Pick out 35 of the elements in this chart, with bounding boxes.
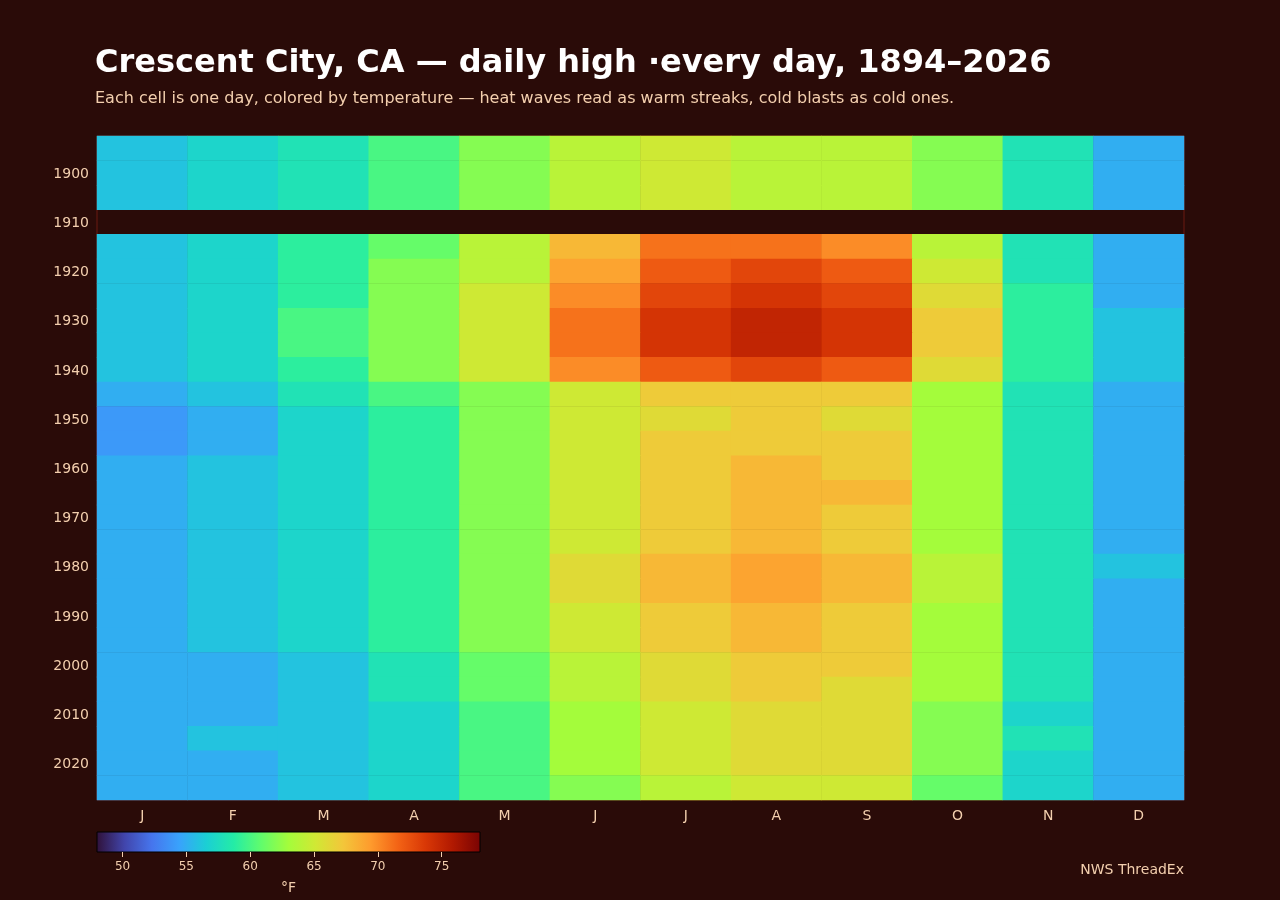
x-tick-label: S: [862, 807, 872, 823]
x-tick-label: D: [1133, 807, 1145, 823]
chart-title: Crescent City, CA — daily high ·every day, 1894–2026: [95, 42, 1052, 80]
x-tick-label: O: [952, 807, 964, 823]
y-tick-label: 2020: [53, 755, 89, 772]
color-bar-label: 65: [306, 859, 322, 873]
y-tick-label: 1930: [53, 312, 89, 329]
x-tick-label: F: [228, 807, 237, 823]
x-tick-label: J: [139, 807, 145, 823]
color-bar-label: 55: [178, 859, 195, 873]
y-tick-label: 1900: [53, 164, 89, 181]
y-tick-label: 1970: [53, 509, 89, 526]
y-tick-label: 2000: [53, 656, 89, 673]
y-tick-label: 1960: [53, 460, 89, 476]
color-bar-title: °F: [280, 879, 297, 895]
x-tick-label: J: [592, 807, 598, 823]
y-tick-label: 1940: [53, 361, 89, 378]
y-tick-label: 1950: [53, 410, 89, 427]
y-tick-label: 1920: [53, 263, 89, 280]
x-tick-label: A: [771, 807, 782, 823]
text: NWS ThreadEx: [1080, 861, 1184, 877]
x-tick-label: M: [498, 807, 511, 823]
y-tick-label: 1980: [53, 558, 89, 575]
y-tick-label: 2010: [53, 705, 89, 722]
x-tick-label: N: [1042, 807, 1054, 823]
chart-subtitle: Each cell is one day, colored by temperature — heat waves read as warm streaks, cold blasts as cold ones.: [95, 87, 955, 107]
y-tick-label: 1990: [53, 607, 89, 624]
color-bar-label: 70: [370, 859, 386, 873]
color-bar-label: 60: [242, 859, 258, 873]
x-tick-label: A: [409, 807, 420, 823]
x-tick-label: J: [682, 807, 688, 823]
color-bar-label: 75: [434, 859, 450, 873]
y-tick-label: 1910: [53, 214, 89, 231]
color-bar-label: 50: [114, 859, 131, 873]
x-tick-label: M: [317, 807, 330, 823]
